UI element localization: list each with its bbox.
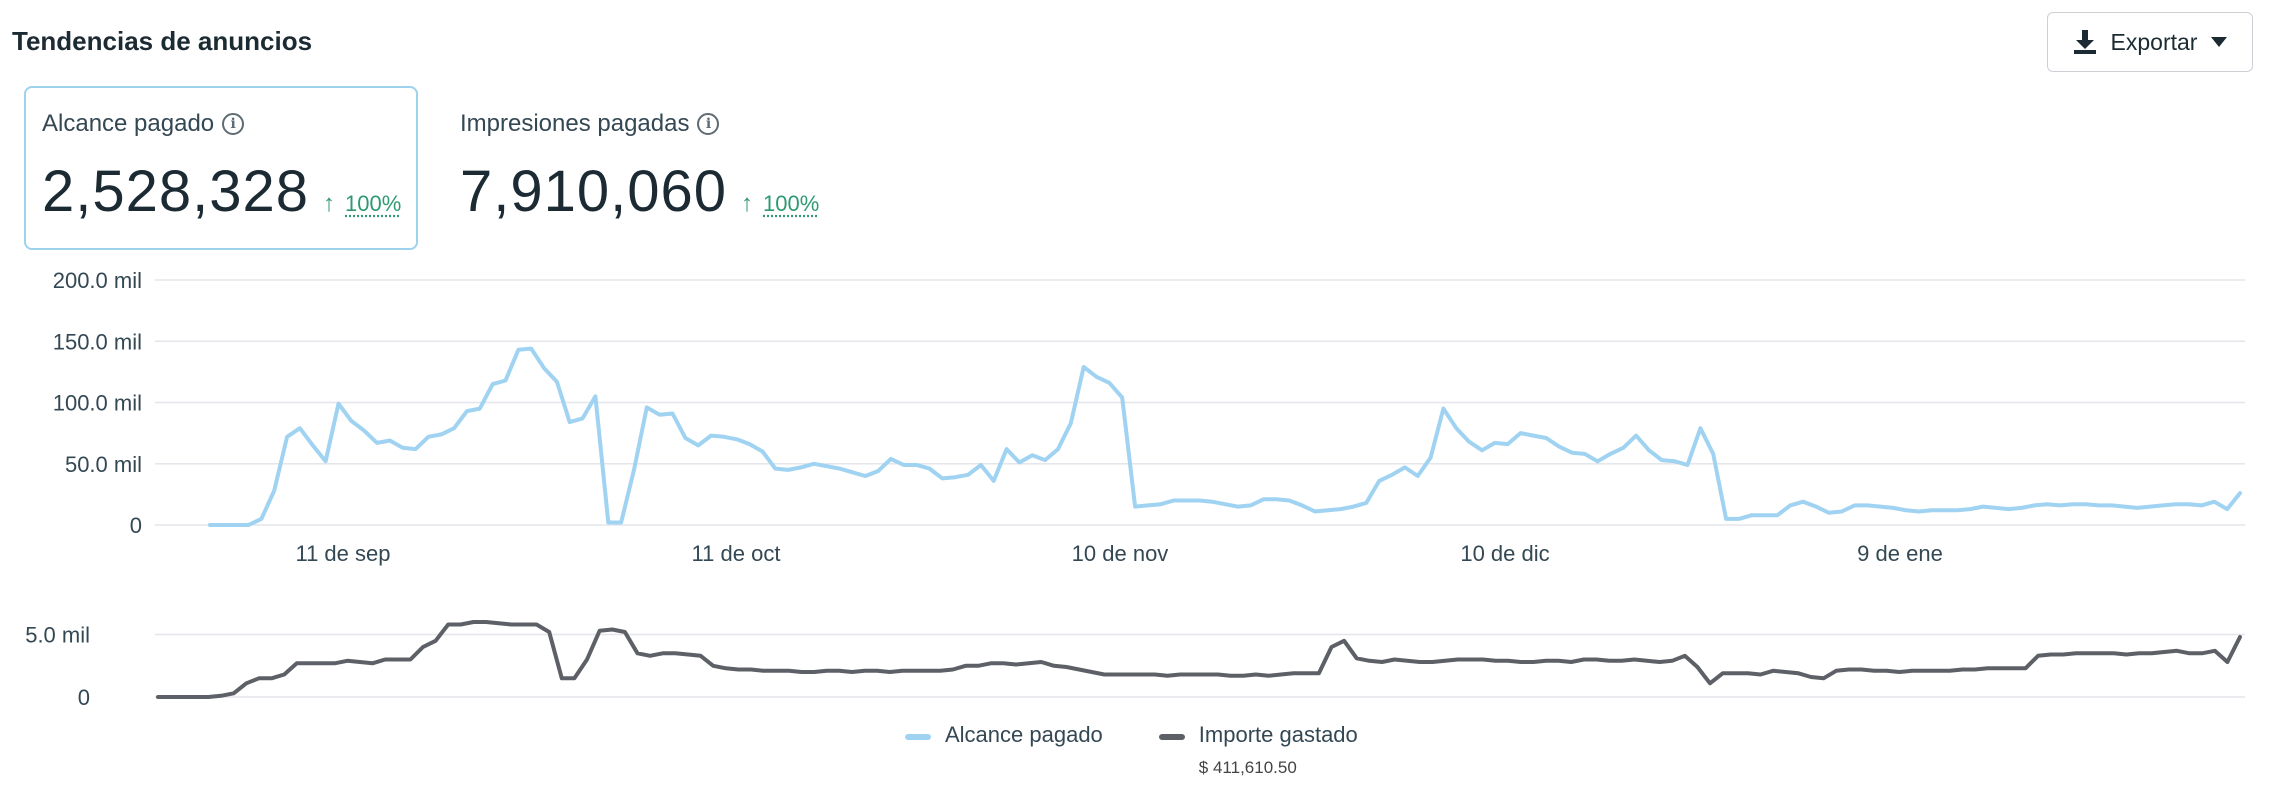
kpi-change[interactable]: 100% [345, 191, 402, 216]
kpi-label: Alcance pagado [42, 110, 215, 137]
kpi-label: Impresiones pagadas [460, 110, 690, 137]
legend-swatch-reach [905, 734, 931, 740]
arrow-up-icon: ↑ [741, 190, 754, 217]
legend-swatch-spend [1158, 734, 1185, 740]
y-tick-label: 5.0 mil [25, 623, 90, 648]
download-icon [2073, 29, 2097, 55]
kpi-value: 7,910,060 [460, 159, 728, 224]
y-tick-label: 0 [78, 685, 90, 710]
info-icon[interactable]: i [697, 113, 720, 135]
x-tick-label: 10 de nov [1072, 541, 1169, 566]
y-tick-label: 50.0 mil [65, 452, 142, 477]
y-tick-label: 150.0 mil [53, 329, 142, 354]
export-button[interactable]: Exportar [2047, 12, 2253, 72]
legend-label-spend: Importe gastado [1198, 722, 1358, 747]
export-label: Exportar [2110, 28, 2198, 55]
chart-legend: Alcance pagado Importe gastado $ 411,610… [905, 722, 1358, 778]
x-tick-label: 11 de sep [295, 541, 390, 566]
kpi-change[interactable]: 100% [763, 191, 820, 216]
kpi-card-paid-reach[interactable]: Alcance pagado i 2,528,328 ↑ 100% [24, 86, 418, 250]
x-tick-label: 11 de oct [692, 541, 781, 566]
y-tick-label: 100.0 mil [53, 391, 142, 416]
caret-down-icon [2211, 37, 2228, 47]
legend-label-reach: Alcance pagado [945, 722, 1103, 747]
series-line-paid-reach [208, 346, 2242, 527]
legend-spend-total: $ 411,610.50 [1198, 758, 1297, 777]
x-tick-label: 9 de ene [1857, 541, 1943, 566]
legend-item-spend[interactable]: Importe gastado $ 411,610.50 [1158, 722, 1358, 778]
x-tick-label: 10 de dic [1460, 541, 1549, 566]
series-line-amount-spent [156, 620, 2242, 699]
kpi-card-paid-impressions[interactable]: Impresiones pagadas i 7,910,060 ↑ 100% [442, 86, 862, 250]
legend-item-reach[interactable]: Alcance pagado [905, 722, 1103, 778]
page-title: Tendencias de anuncios [12, 26, 313, 56]
arrow-up-icon: ↑ [323, 190, 336, 217]
kpi-value: 2,528,328 [42, 159, 310, 224]
y-tick-label: 200.0 mil [53, 268, 142, 293]
y-tick-label: 0 [130, 513, 142, 538]
info-icon[interactable]: i [222, 113, 245, 135]
